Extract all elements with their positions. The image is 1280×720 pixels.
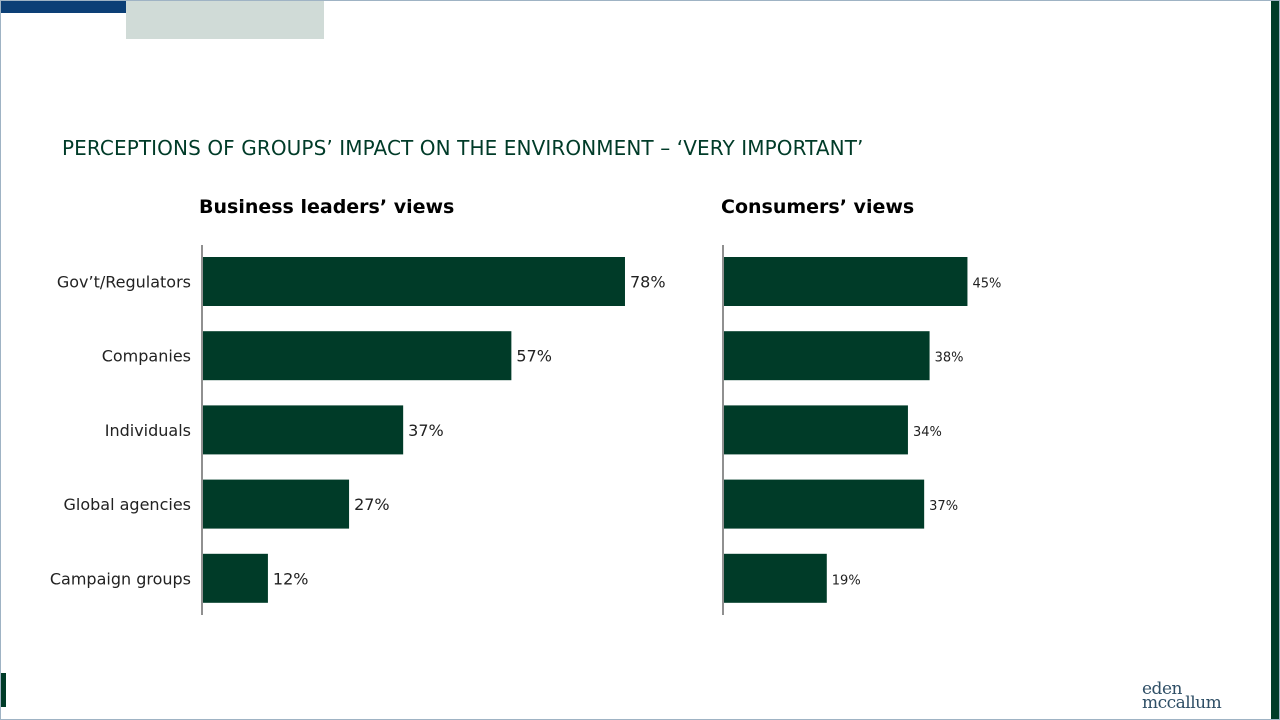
category-label: Gov’t/Regulators [57,273,191,292]
business-value-label: 78% [630,273,666,292]
consumers-value-label: 34% [913,425,942,440]
business-bar [203,405,404,455]
top-accent-grey [126,1,324,39]
logo-line-2: mccallum [1142,693,1222,713]
business-value-label: 12% [273,569,309,588]
business-value-label: 57% [516,347,552,366]
right-accent-bar [1271,1,1279,719]
business-bar [203,553,268,603]
category-label: Individuals [105,421,191,440]
consumers-bar [724,553,827,603]
category-label: Campaign groups [50,569,191,588]
slide-title: PERCEPTIONS OF GROUPS’ IMPACT ON THE ENV… [62,136,864,160]
consumers-bar [724,479,925,529]
business-value-label: 27% [354,495,390,514]
business-value-label: 37% [408,421,444,440]
logo-line-1: eden [1142,679,1182,699]
consumers-value-label: 38% [935,351,964,366]
consumers-value-label: 19% [832,573,861,588]
left-accent-bar [1,673,6,707]
business-bar [203,331,512,381]
business-bar [203,257,625,306]
category-label: Global agencies [64,495,192,514]
consumers-value-label: 45% [972,277,1001,292]
business-bar [203,479,350,529]
consumers-bar [724,405,908,455]
business-leaders-chart-title: Business leaders’ views [199,196,455,218]
consumers-bar [724,257,968,306]
consumers-chart-title: Consumers’ views [721,196,915,218]
consumers-value-label: 37% [929,499,958,514]
consumers-bar [724,331,930,381]
category-label: Companies [102,347,191,366]
eden-mccallum-logo: eden mccallum [1142,679,1232,713]
